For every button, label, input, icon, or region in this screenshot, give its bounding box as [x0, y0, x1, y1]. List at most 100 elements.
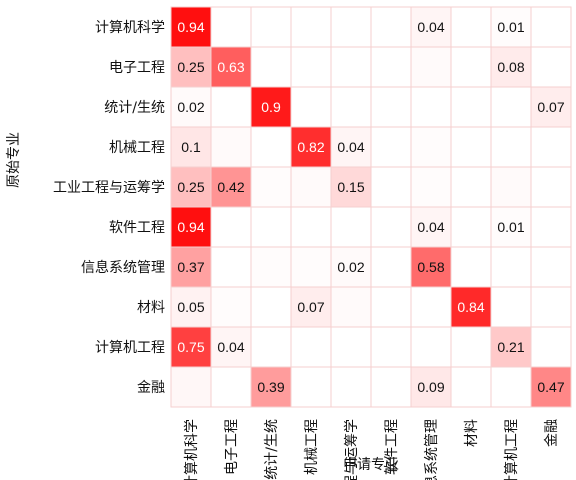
heatmap-cell [530, 126, 572, 168]
heatmap-cell [330, 366, 372, 408]
heatmap-cell [530, 206, 572, 248]
cell-value-label: 0.84 [457, 299, 484, 315]
cell-value-label: 0.02 [177, 99, 204, 115]
heatmap-cell [450, 6, 492, 48]
heatmap-cell [250, 246, 292, 288]
row-tick-label: 计算机科学 [95, 20, 165, 36]
heatmap-cell [170, 286, 212, 328]
heatmap-cell [170, 6, 212, 48]
cell-value-label: 0.25 [177, 59, 204, 75]
heatmap-cell [290, 366, 332, 408]
heatmap-cell [530, 246, 572, 288]
cell-value-label: 0.42 [217, 179, 244, 195]
cell-value-label: 0.94 [177, 19, 204, 35]
row-tick-labels: 计算机科学电子工程统计/生统机械工程工业工程与运筹学软件工程信息系统管理材料计算… [53, 20, 165, 396]
heatmap-cell [330, 206, 372, 248]
column-tick-label: 信息系统管理 [423, 419, 440, 480]
heatmap-cell [530, 6, 572, 48]
heatmap-cell [250, 206, 292, 248]
heatmap-cell [210, 126, 252, 168]
heatmap-cell [170, 206, 212, 248]
heatmap-cell [410, 326, 452, 368]
cell-value-label: 0.58 [417, 259, 444, 275]
cell-value-label: 0.25 [177, 179, 204, 195]
column-tick-label: 金融 [544, 419, 560, 447]
heatmap-cell [370, 326, 412, 368]
heatmap-cell [250, 166, 292, 208]
heatmap-cell [530, 366, 572, 408]
row-tick-label: 工业工程与运筹学 [53, 179, 165, 196]
x-axis-title: 申请专业 [343, 457, 399, 473]
column-tick-label: 软件工程 [384, 419, 400, 475]
cell-value-label: 0.21 [497, 339, 524, 355]
heatmap-cell [490, 366, 532, 408]
heatmap-cell [530, 166, 572, 208]
cell-value-label: 0.9 [261, 99, 281, 115]
heatmap-cell [330, 246, 372, 288]
heatmap-cell [210, 86, 252, 128]
heatmap-cell [410, 6, 452, 48]
heatmap-cell [290, 286, 332, 328]
heatmap-cell [250, 46, 292, 88]
heatmap-cell [450, 126, 492, 168]
cell-value-label: 0.04 [337, 139, 364, 155]
heatmap-cell [170, 126, 212, 168]
column-tick-label: 电子工程 [224, 419, 240, 475]
heatmap-cell [210, 366, 252, 408]
row-tick-label: 材料 [137, 300, 165, 316]
cell-value-label: 0.01 [497, 219, 524, 235]
heatmap-cell [330, 126, 372, 168]
heatmap-cell [410, 246, 452, 288]
column-tick-label: 材料 [464, 419, 480, 447]
row-tick-label: 统计/生统 [104, 100, 165, 116]
heatmap-cell [530, 46, 572, 88]
heatmap-cell [410, 126, 452, 168]
heatmap-cell [370, 286, 412, 328]
heatmap-cell [170, 366, 212, 408]
row-tick-label: 电子工程 [109, 60, 165, 76]
heatmap-cell [410, 366, 452, 408]
cell-value-label: 0.1 [181, 139, 201, 155]
cell-value-label: 0.15 [337, 179, 364, 195]
heatmap-cell [330, 286, 372, 328]
heatmap-cell [370, 166, 412, 208]
row-tick-label: 金融 [137, 380, 165, 396]
heatmap-cell [490, 206, 532, 248]
heatmap-cell [290, 6, 332, 48]
heatmap-cell [490, 326, 532, 368]
heatmap-cell [490, 126, 532, 168]
heatmap-cell [410, 46, 452, 88]
heatmap-cell [290, 166, 332, 208]
cell-value-label: 0.07 [537, 99, 564, 115]
heatmap-cell [290, 206, 332, 248]
heatmap-cell [370, 206, 412, 248]
heatmap-cell [450, 246, 492, 288]
heatmap-cell [490, 86, 532, 128]
column-tick-label: 计算机工程 [504, 419, 520, 480]
cell-value-label: 0.02 [337, 259, 364, 275]
heatmap-cell [330, 86, 372, 128]
heatmap-cell [410, 206, 452, 248]
heatmap-cell [370, 126, 412, 168]
heatmap-cell [210, 166, 252, 208]
cell-value-label: 0.01 [497, 19, 524, 35]
column-tick-label: 机械工程 [304, 419, 320, 475]
cell-value-label: 0.82 [297, 139, 324, 155]
cell-value-label: 0.47 [537, 379, 564, 395]
heatmap-cell [410, 166, 452, 208]
heatmap-cell [450, 46, 492, 88]
heatmap-cell [210, 6, 252, 48]
heatmap-cell [330, 46, 372, 88]
heatmap-cell [290, 246, 332, 288]
column-tick-label: 工业工程与运筹学 [343, 419, 360, 480]
heatmap-cell [410, 286, 452, 328]
row-tick-label: 机械工程 [109, 140, 165, 156]
heatmap-cells: 0.94 0.04 0.01 0.25 0.63 0.08 0.02 0.9 0.07 0.1 0.… [170, 6, 572, 408]
heatmap-cell [330, 326, 372, 368]
column-tick-labels: 计算机科学 电子工程 统计/生统 机械工程 工业工程与运筹学 软件工程 信息系统管理 材料 计算… [184, 419, 560, 480]
column-tick-label: 计算机科学 [184, 419, 200, 480]
heatmap-cell [250, 126, 292, 168]
heatmap-cell [450, 366, 492, 408]
column-tick-label: 统计/生统 [264, 419, 280, 480]
